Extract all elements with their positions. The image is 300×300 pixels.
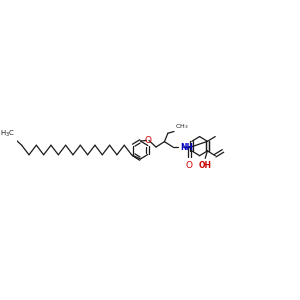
Text: NH: NH [180,142,193,152]
Text: OH: OH [199,161,212,170]
Text: O: O [186,161,193,170]
Text: O: O [144,136,151,145]
Text: CH$_3$: CH$_3$ [175,122,188,130]
Text: H$_3$C: H$_3$C [0,129,15,139]
